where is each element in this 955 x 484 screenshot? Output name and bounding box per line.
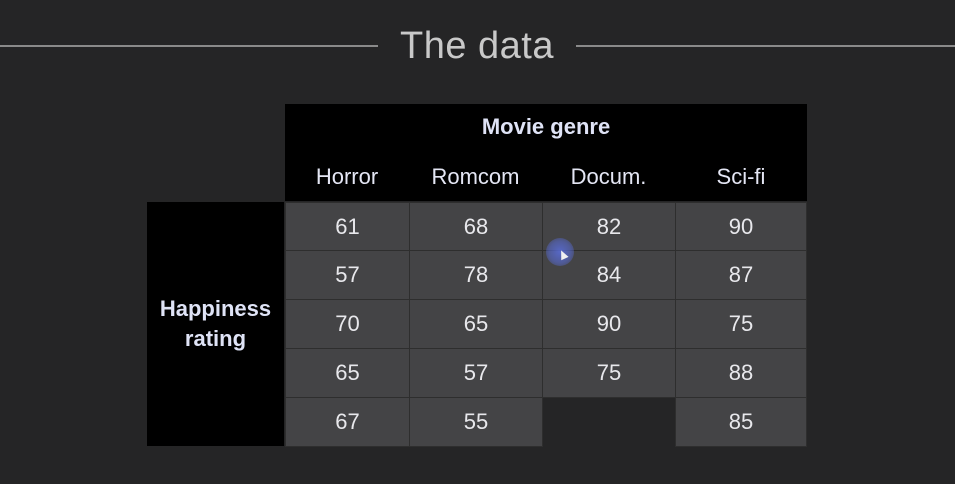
row-group-label-line1: Happiness xyxy=(159,296,272,321)
row-group-label: Happiness rating xyxy=(147,202,284,446)
table-cell: 65 xyxy=(409,299,543,349)
table-cell: 75 xyxy=(675,299,807,349)
column-label-docum: Docum. xyxy=(570,164,647,189)
table-cell: 57 xyxy=(409,348,543,398)
table-cell: 78 xyxy=(409,250,543,300)
table-cell: 87 xyxy=(675,250,807,300)
table-cell: 90 xyxy=(542,299,676,349)
table-cell: 90 xyxy=(675,202,807,251)
table-cell: 88 xyxy=(675,348,807,398)
table-cell: 57 xyxy=(285,250,410,300)
table-cell: 67 xyxy=(285,397,410,447)
table-cell: 65 xyxy=(285,348,410,398)
table-cell: 55 xyxy=(409,397,543,447)
table-cell: 68 xyxy=(409,202,543,251)
slide-title: The data xyxy=(400,25,554,67)
table-cell: 70 xyxy=(285,299,410,349)
title-row: The data xyxy=(0,20,955,72)
table-cell: 61 xyxy=(285,202,410,251)
column-header-block: Movie genre Horror Romcom Docum. Sci-fi xyxy=(285,104,807,201)
title-divider-left xyxy=(0,45,378,47)
cursor-highlight xyxy=(546,238,574,266)
column-label-scifi: Sci-fi xyxy=(716,164,766,189)
table-cell: 85 xyxy=(675,397,807,447)
column-group-label: Movie genre xyxy=(481,114,611,139)
column-label-romcom: Romcom xyxy=(431,164,520,189)
table-cell: 75 xyxy=(542,348,676,398)
column-label-horror: Horror xyxy=(315,164,379,189)
row-group-label-line2: rating xyxy=(184,326,247,351)
title-divider-right xyxy=(576,45,955,47)
